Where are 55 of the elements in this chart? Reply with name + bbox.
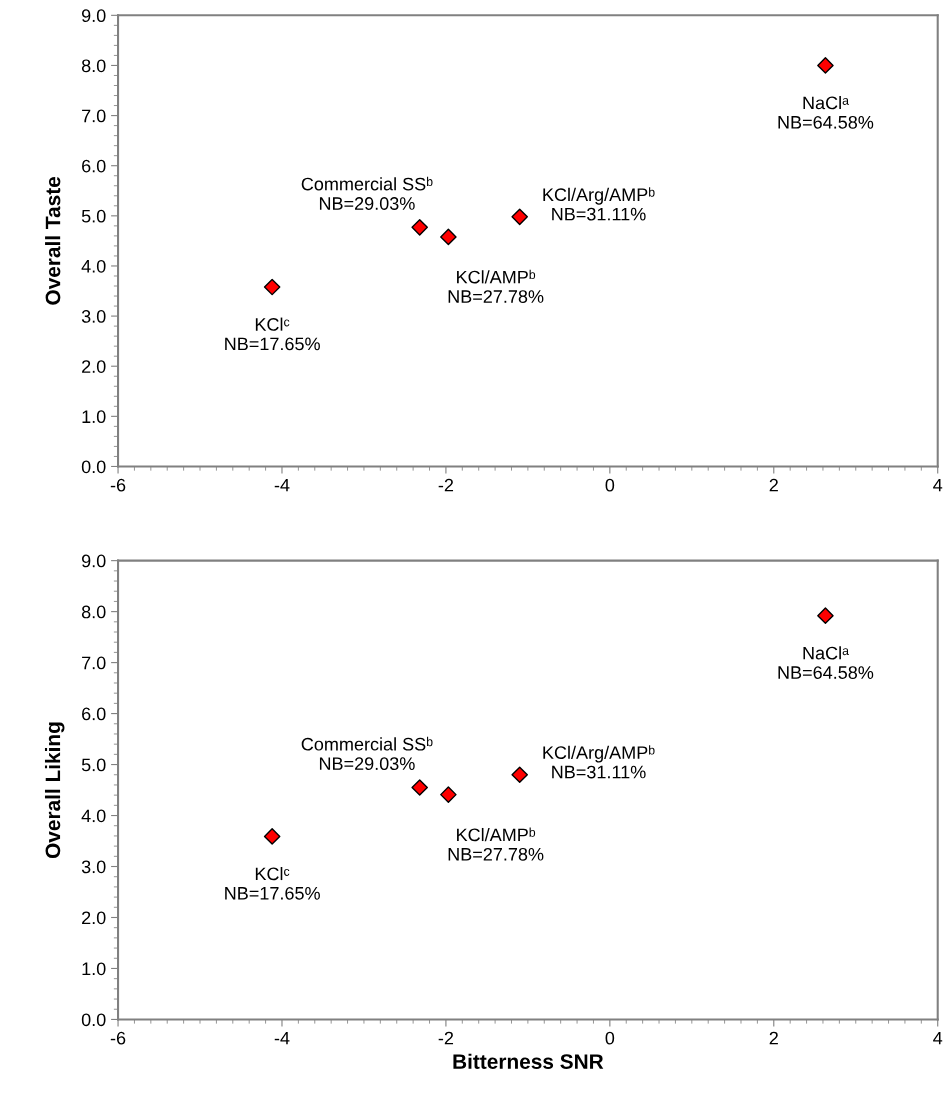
y-tick-label: 6.0 — [82, 159, 106, 173]
x-tick-label: -4 — [274, 1031, 290, 1045]
x-tick-label: -6 — [110, 1031, 126, 1045]
point — [263, 828, 281, 845]
point — [411, 219, 428, 236]
annotation: KClᶜ NB=17.65% — [225, 317, 320, 351]
y-tick-label: 8.0 — [81, 605, 106, 619]
y-tick-label: 2.0 — [82, 911, 106, 925]
y-tick-label: 7.0 — [82, 656, 106, 670]
point — [263, 278, 281, 296]
annotation: Commercial SSᵇ NB=29.03% — [301, 736, 433, 771]
y-tick-label: 8.0 — [81, 59, 106, 73]
y-axis-title: Overall Taste — [45, 176, 61, 305]
y-tick-label: 6.0 — [82, 707, 106, 721]
y-tick-label: 9.0 — [81, 9, 106, 23]
annotation: KCl/Arg/AMPᵇ NB=31.11% — [543, 187, 655, 221]
point — [817, 57, 834, 74]
annotation: KCl/AMPᵇ NB=27.78% — [448, 827, 544, 861]
y-axis-title: Overall Liking — [44, 722, 65, 859]
point — [440, 228, 457, 246]
point — [511, 766, 528, 784]
x-tick-label: 4 — [933, 1031, 943, 1045]
x-tick-label: 0 — [605, 478, 615, 492]
x-tick-label: -2 — [438, 1031, 454, 1045]
y-tick-label: 4.0 — [81, 809, 106, 823]
y-tick-label: 7.0 — [82, 109, 106, 123]
x-axis-title: Bitterness SNR — [453, 1053, 604, 1069]
y-tick-label: 9.0 — [81, 554, 106, 568]
y-tick-label: 0.0 — [81, 460, 106, 474]
x-tick-label: 4 — [933, 478, 943, 492]
annotation: KCl/Arg/AMPᵇ NB=31.11% — [543, 745, 655, 779]
annotation: NaClᵃ NB=64.58% — [778, 96, 874, 129]
point — [411, 779, 428, 796]
annotation: KClᶜ NB=17.65% — [225, 866, 320, 900]
y-tick-label: 1.0 — [82, 962, 106, 976]
y-tick-label: 3.0 — [81, 310, 106, 323]
y-tick-label: 1.0 — [82, 410, 106, 424]
x-tick-label: -4 — [274, 478, 290, 492]
point — [511, 208, 528, 226]
x-tick-label: -6 — [110, 478, 126, 492]
y-tick-label: 0.0 — [81, 1013, 106, 1027]
x-tick-label: 0 — [605, 1031, 615, 1045]
point — [817, 607, 834, 624]
y-tick-label: 5.0 — [81, 209, 106, 223]
y-tick-label: 5.0 — [81, 758, 106, 772]
annotation: Commercial SSᵇ NB=29.03% — [301, 176, 433, 210]
x-tick-label: -2 — [438, 478, 454, 492]
x-tick-label: 2 — [769, 478, 778, 492]
annotation: KCl/AMPᵇ NB=27.78% — [448, 269, 544, 303]
y-tick-label: 3.0 — [81, 860, 106, 874]
point — [440, 786, 457, 803]
x-tick-label: 2 — [769, 1031, 778, 1045]
annotation: NaClᵃ NB=64.58% — [778, 646, 874, 679]
y-tick-label: 4.0 — [81, 259, 106, 273]
y-tick-label: 2.0 — [82, 360, 106, 373]
